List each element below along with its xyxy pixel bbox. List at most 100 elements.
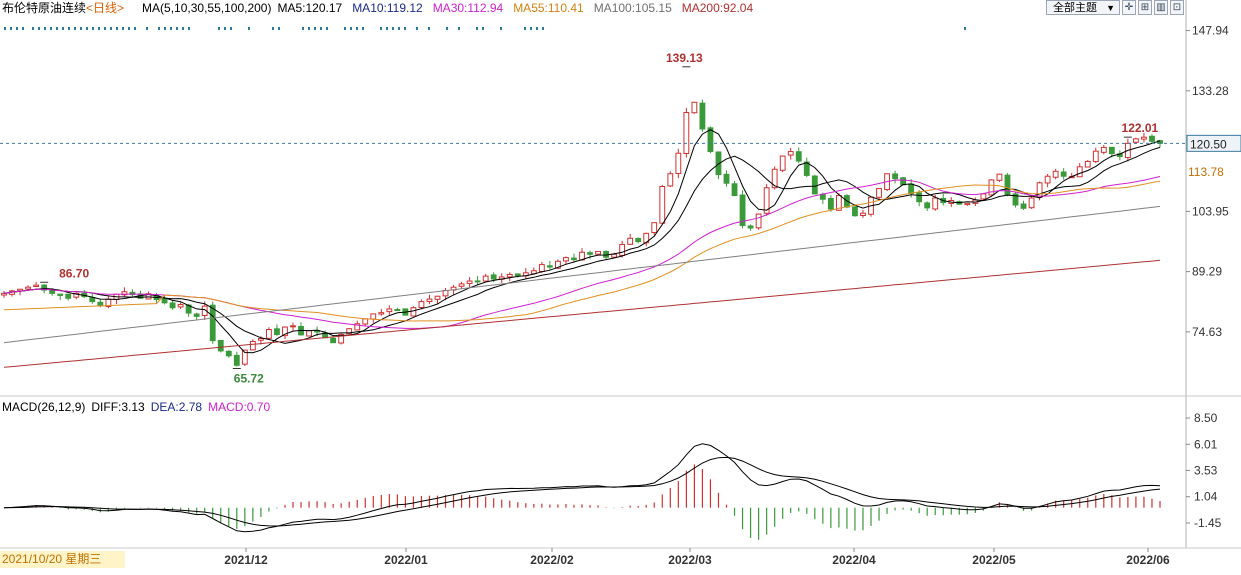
dea-line bbox=[3, 456, 1161, 527]
signal-dot bbox=[68, 27, 70, 30]
candle bbox=[787, 151, 794, 156]
candle bbox=[988, 179, 995, 196]
candle bbox=[635, 238, 642, 243]
candle bbox=[482, 275, 489, 282]
chevron-down-icon: ▼ bbox=[1106, 3, 1115, 13]
signal-dot bbox=[386, 27, 388, 30]
candle bbox=[65, 293, 72, 299]
signal-dot bbox=[74, 27, 76, 30]
candle bbox=[354, 323, 361, 331]
expand-icon[interactable]: ⊡ bbox=[1170, 0, 1184, 15]
signal-dot bbox=[38, 27, 40, 30]
candle bbox=[338, 333, 345, 344]
candle bbox=[691, 101, 698, 114]
time-tick-label: 2022/05 bbox=[972, 553, 1016, 567]
signal-dot bbox=[218, 27, 220, 30]
candle bbox=[538, 264, 545, 272]
signal-dot bbox=[524, 27, 526, 30]
macd-tick-label: 3.53 bbox=[1194, 463, 1218, 477]
candle bbox=[819, 193, 826, 200]
signal-dot bbox=[248, 27, 250, 30]
candle bbox=[1149, 135, 1155, 142]
candle bbox=[217, 339, 224, 352]
candle bbox=[257, 338, 264, 341]
candle bbox=[739, 194, 746, 227]
time-tick-label: 2021/12 bbox=[224, 553, 268, 567]
signal-dot bbox=[62, 27, 64, 30]
candle bbox=[715, 151, 722, 176]
candle bbox=[707, 127, 714, 153]
candle bbox=[755, 213, 762, 229]
candle bbox=[900, 177, 907, 186]
candle bbox=[57, 293, 64, 296]
signal-dot bbox=[542, 27, 544, 30]
price-tick-label: 89.29 bbox=[1192, 265, 1222, 279]
candle bbox=[1052, 170, 1059, 178]
signal-dot bbox=[230, 27, 232, 30]
candle bbox=[932, 197, 939, 210]
signal-dot bbox=[398, 27, 400, 30]
ma10-value: MA10:119.12 bbox=[352, 1, 423, 15]
candle bbox=[89, 296, 96, 303]
candle bbox=[1084, 160, 1091, 168]
candle bbox=[25, 286, 31, 290]
ma10-line bbox=[3, 146, 1161, 344]
candle bbox=[1076, 166, 1083, 178]
candle bbox=[346, 328, 353, 335]
candle bbox=[370, 313, 377, 320]
candle bbox=[908, 183, 915, 194]
candle bbox=[490, 274, 497, 280]
annotation-label: 139.13 bbox=[666, 51, 703, 65]
signal-dot bbox=[476, 27, 478, 30]
period-selector[interactable]: <日线> bbox=[86, 1, 125, 15]
candle bbox=[546, 265, 553, 268]
signal-dot bbox=[536, 27, 538, 30]
candle bbox=[434, 295, 441, 300]
signal-dot bbox=[158, 27, 160, 30]
signal-dot bbox=[224, 27, 226, 30]
candle bbox=[506, 273, 513, 278]
annotation-label: 65.72 bbox=[234, 371, 264, 385]
signal-dot bbox=[10, 27, 12, 30]
theme-dropdown[interactable]: 全部主题 ▼ bbox=[1046, 0, 1120, 15]
time-tick-label: 2022/02 bbox=[530, 553, 574, 567]
signal-dot bbox=[110, 27, 112, 30]
candle bbox=[683, 112, 690, 155]
candle bbox=[466, 280, 473, 284]
signal-dot bbox=[98, 27, 100, 30]
price-tick-label: 133.28 bbox=[1192, 84, 1229, 98]
annotation-label: 122.01 bbox=[1122, 121, 1159, 135]
ma100-line bbox=[3, 205, 1161, 344]
signal-dot bbox=[92, 27, 94, 30]
signal-dot bbox=[302, 27, 304, 30]
signal-dot bbox=[134, 27, 136, 30]
signal-dot bbox=[314, 27, 316, 30]
current-price-tag bbox=[1186, 134, 1241, 152]
ma55-value: MA55:110.41 bbox=[513, 1, 584, 15]
candle bbox=[795, 151, 802, 162]
signal-dot bbox=[446, 27, 448, 30]
candle bbox=[97, 301, 104, 307]
signal-dot bbox=[86, 27, 88, 30]
signal-dot bbox=[278, 27, 280, 30]
ma-params: MA(5,10,30,55,100,200) bbox=[142, 1, 272, 15]
candle bbox=[458, 283, 465, 287]
zoom-icon[interactable]: ⊞ bbox=[1138, 0, 1152, 15]
candle bbox=[1020, 203, 1027, 209]
signal-dot bbox=[428, 27, 430, 30]
signal-dot bbox=[182, 27, 184, 30]
candle bbox=[386, 308, 393, 313]
candle bbox=[627, 237, 634, 245]
candle bbox=[811, 175, 818, 195]
macd-tick-label: 1.04 bbox=[1194, 490, 1218, 504]
crosshair-icon[interactable]: ✛ bbox=[1122, 0, 1136, 15]
theme-label: 全部主题 bbox=[1053, 2, 1097, 14]
candle bbox=[699, 102, 706, 130]
candle bbox=[241, 349, 248, 365]
signal-dot bbox=[128, 27, 130, 30]
time-tick-label: 2022/06 bbox=[1126, 553, 1170, 567]
split-icon[interactable]: ▥ bbox=[1154, 0, 1168, 15]
time-tick-label: 2022/03 bbox=[668, 553, 712, 567]
candle bbox=[1004, 174, 1011, 196]
candle bbox=[667, 173, 674, 187]
